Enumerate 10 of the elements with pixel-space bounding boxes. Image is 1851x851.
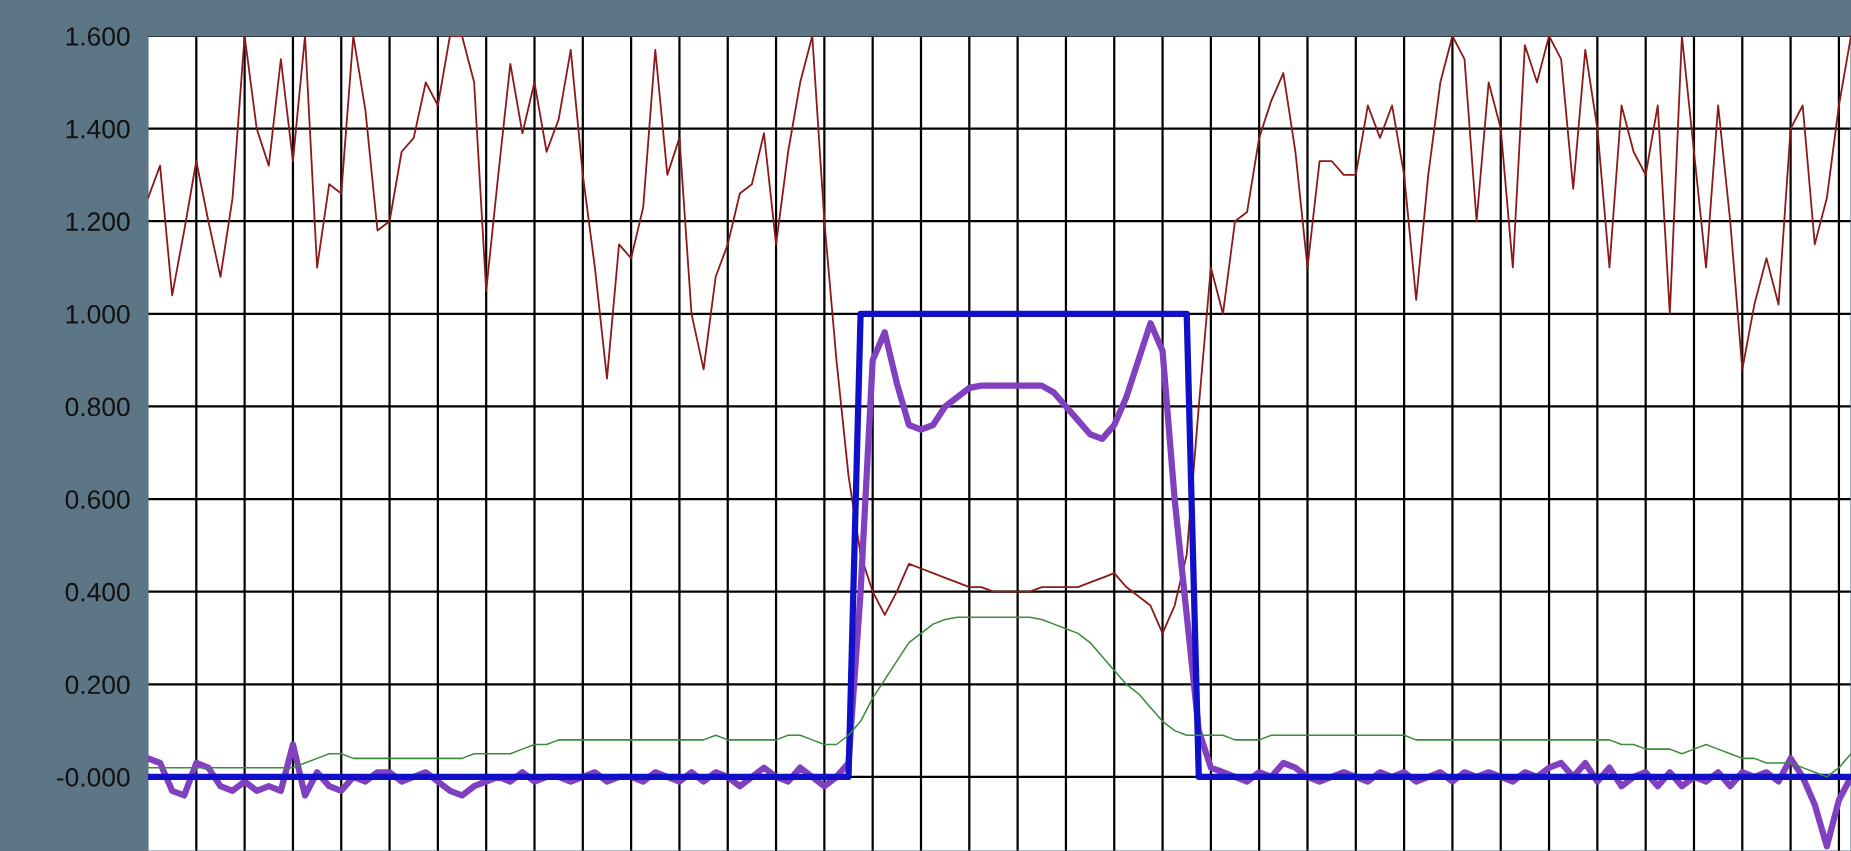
y-tick-label: 0.200 [65,675,130,695]
y-tick-label: 0.600 [65,490,130,509]
y-tick-label: 1.400 [66,119,130,139]
y-tick-label: 0.400 [65,582,130,602]
y-tick-label: 1.600 [66,27,130,46]
y-tick-label: 1.200 [66,212,130,232]
line-series [148,616,1851,778]
y-tick-label: 1.000 [66,304,130,324]
y-tick-label: -0.000 [56,768,130,787]
y-tick-label: 0.800 [65,397,130,417]
